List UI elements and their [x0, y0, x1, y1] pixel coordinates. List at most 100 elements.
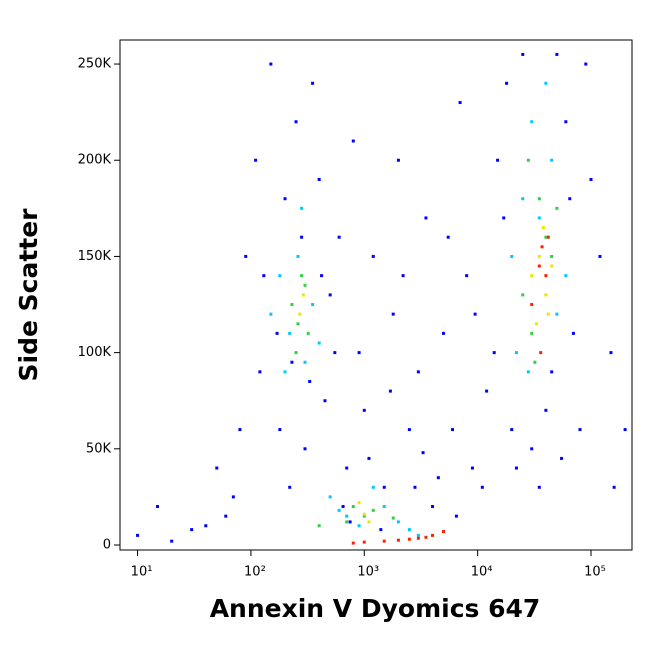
point — [544, 235, 548, 239]
point — [514, 466, 518, 470]
point — [371, 485, 375, 489]
point — [290, 303, 294, 307]
point — [564, 120, 568, 124]
point — [442, 331, 446, 335]
point — [550, 254, 554, 258]
point — [537, 264, 541, 268]
point — [300, 274, 304, 278]
point — [485, 389, 489, 393]
point — [609, 351, 613, 355]
point — [306, 331, 310, 335]
point — [521, 293, 525, 297]
point — [396, 520, 400, 524]
point — [431, 533, 435, 537]
point — [362, 408, 366, 412]
point — [530, 120, 534, 124]
point — [362, 514, 366, 518]
point — [431, 505, 435, 509]
point — [396, 538, 400, 542]
point — [337, 235, 341, 239]
point — [303, 360, 307, 364]
point — [568, 197, 572, 201]
point — [231, 495, 235, 499]
y-tick-label: 0 — [103, 537, 111, 552]
point — [283, 370, 287, 374]
point — [317, 341, 321, 345]
point — [541, 226, 545, 230]
point — [367, 520, 371, 524]
point — [288, 331, 292, 335]
point — [510, 428, 514, 432]
point — [357, 501, 361, 505]
point — [537, 197, 541, 201]
point — [550, 158, 554, 162]
point — [407, 537, 411, 541]
point — [521, 197, 525, 201]
point — [294, 351, 298, 355]
point — [382, 539, 386, 543]
point — [371, 508, 375, 512]
point — [560, 456, 564, 460]
point — [424, 535, 428, 539]
point — [357, 351, 361, 355]
point — [311, 303, 315, 307]
y-tick-label: 50K — [86, 441, 112, 456]
point — [537, 254, 541, 258]
point — [544, 408, 548, 412]
point — [564, 274, 568, 278]
point — [458, 101, 462, 105]
point — [555, 206, 559, 210]
point — [345, 514, 349, 518]
point — [555, 52, 559, 56]
point — [470, 466, 474, 470]
point — [413, 485, 417, 489]
point — [546, 312, 550, 316]
point — [323, 399, 327, 403]
point — [170, 539, 174, 543]
point — [328, 495, 332, 499]
point — [262, 274, 266, 278]
point — [530, 274, 534, 278]
y-axis-title: Side Scatter — [14, 208, 43, 382]
point — [308, 379, 312, 383]
point — [388, 389, 392, 393]
point — [301, 293, 305, 297]
point — [546, 235, 550, 239]
x-tick-label: 10² — [244, 565, 266, 580]
point — [396, 158, 400, 162]
point — [407, 428, 411, 432]
point — [502, 216, 506, 220]
point — [156, 505, 160, 509]
point — [238, 428, 242, 432]
point — [362, 540, 366, 544]
point — [416, 533, 420, 537]
point — [345, 520, 349, 524]
point — [348, 520, 352, 524]
point — [269, 312, 273, 316]
point — [416, 536, 420, 540]
point — [401, 274, 405, 278]
point — [190, 528, 194, 532]
point — [379, 528, 383, 532]
point — [514, 351, 518, 355]
point — [436, 476, 440, 480]
point — [275, 331, 279, 335]
x-tick-label: 10⁵ — [584, 565, 606, 580]
point — [454, 514, 458, 518]
point — [544, 293, 548, 297]
point — [382, 485, 386, 489]
point — [465, 274, 469, 278]
point — [555, 312, 559, 316]
point — [278, 274, 282, 278]
point — [450, 428, 454, 432]
x-tick-label: 10⁴ — [471, 565, 493, 580]
point — [311, 81, 315, 85]
point — [492, 351, 496, 355]
point — [480, 485, 484, 489]
x-tick-label: 10³ — [357, 565, 379, 580]
point — [296, 254, 300, 258]
x-tick-label: 10¹ — [131, 565, 153, 580]
point — [298, 312, 302, 316]
point — [254, 158, 258, 162]
point — [244, 254, 248, 258]
